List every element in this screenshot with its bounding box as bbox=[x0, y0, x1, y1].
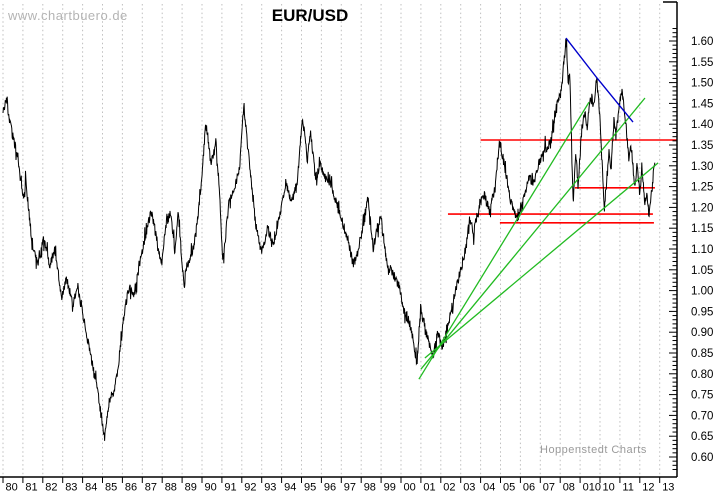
x-axis-label: 04 bbox=[483, 482, 495, 492]
x-axis-label: 05 bbox=[503, 482, 515, 492]
x-axis-label: 84 bbox=[85, 482, 97, 492]
x-axis-label: 98 bbox=[364, 482, 376, 492]
y-axis-label: 0.75 bbox=[691, 390, 713, 402]
price-line-eurusd bbox=[2, 38, 656, 441]
x-axis-label: 010 bbox=[583, 482, 601, 492]
x-axis-label: 93 bbox=[264, 482, 276, 492]
y-axis-label: 1.05 bbox=[691, 265, 713, 277]
x-axis-label: 13 bbox=[662, 482, 674, 492]
y-axis-label: 1.10 bbox=[691, 244, 713, 256]
x-axis-label: 90 bbox=[205, 482, 217, 492]
x-axis-label: 10 bbox=[603, 482, 615, 492]
uptrend-fan-line bbox=[418, 101, 590, 380]
y-axis-label: 1.30 bbox=[691, 161, 713, 173]
y-axis-label: 1.35 bbox=[691, 140, 713, 152]
uptrend-fan-line bbox=[424, 162, 659, 359]
x-axis-label: 81 bbox=[25, 482, 37, 492]
x-axis-label: 97 bbox=[344, 482, 356, 492]
x-axis-label: 12 bbox=[642, 482, 654, 492]
x-axis-label: 80 bbox=[6, 482, 18, 492]
x-axis-label: 07 bbox=[543, 482, 555, 492]
x-axis-label: 88 bbox=[165, 482, 177, 492]
x-axis-label: 99 bbox=[384, 482, 396, 492]
x-axis-label: 00 bbox=[404, 482, 416, 492]
downtrend-line bbox=[565, 37, 634, 123]
x-axis-label: 02 bbox=[443, 482, 455, 492]
y-axis-label: 0.70 bbox=[691, 410, 713, 422]
y-axis-label: 0.60 bbox=[691, 452, 713, 464]
y-axis-label: 1.45 bbox=[691, 98, 713, 110]
x-axis-label: 06 bbox=[523, 482, 535, 492]
x-axis-label: 91 bbox=[224, 482, 236, 492]
x-axis-label: 82 bbox=[45, 482, 57, 492]
y-axis-label: 1.15 bbox=[691, 223, 713, 235]
x-axis-label: 92 bbox=[244, 482, 256, 492]
y-axis-label: 1.25 bbox=[691, 182, 713, 194]
watermark-text: www.chartbuero.de bbox=[8, 8, 128, 23]
x-axis-label: 08 bbox=[563, 482, 575, 492]
y-axis-label: 0.95 bbox=[691, 306, 713, 318]
x-axis-label: 96 bbox=[324, 482, 336, 492]
x-axis-label: 83 bbox=[65, 482, 77, 492]
credit-text: Hoppenstedt Charts bbox=[540, 444, 647, 456]
x-axis-label: 86 bbox=[125, 482, 137, 492]
x-axis-label: 11 bbox=[622, 482, 633, 492]
y-axis-label: 0.80 bbox=[691, 369, 713, 381]
y-axis-label: 0.90 bbox=[691, 327, 713, 339]
x-axis-label: 01 bbox=[423, 482, 435, 492]
x-axis-label: 87 bbox=[145, 482, 157, 492]
y-axis-label: 0.85 bbox=[691, 348, 713, 360]
y-axis-label: 1.00 bbox=[691, 286, 713, 298]
x-axis-label: 94 bbox=[284, 482, 296, 492]
x-axis-label: 03 bbox=[463, 482, 475, 492]
uptrend-fan-line bbox=[420, 97, 646, 370]
x-axis-label: 89 bbox=[185, 482, 197, 492]
y-axis-label: 1.50 bbox=[691, 78, 713, 90]
y-axis-label: 1.20 bbox=[691, 202, 713, 214]
x-axis-label: 85 bbox=[105, 482, 117, 492]
y-axis-label: 1.55 bbox=[691, 57, 713, 69]
y-axis-label: 0.65 bbox=[691, 431, 713, 443]
x-axis-label: 95 bbox=[304, 482, 316, 492]
y-axis-label: 1.60 bbox=[691, 36, 713, 48]
page-title: EUR/USD bbox=[271, 6, 349, 25]
y-axis-label: 1.40 bbox=[691, 119, 713, 131]
